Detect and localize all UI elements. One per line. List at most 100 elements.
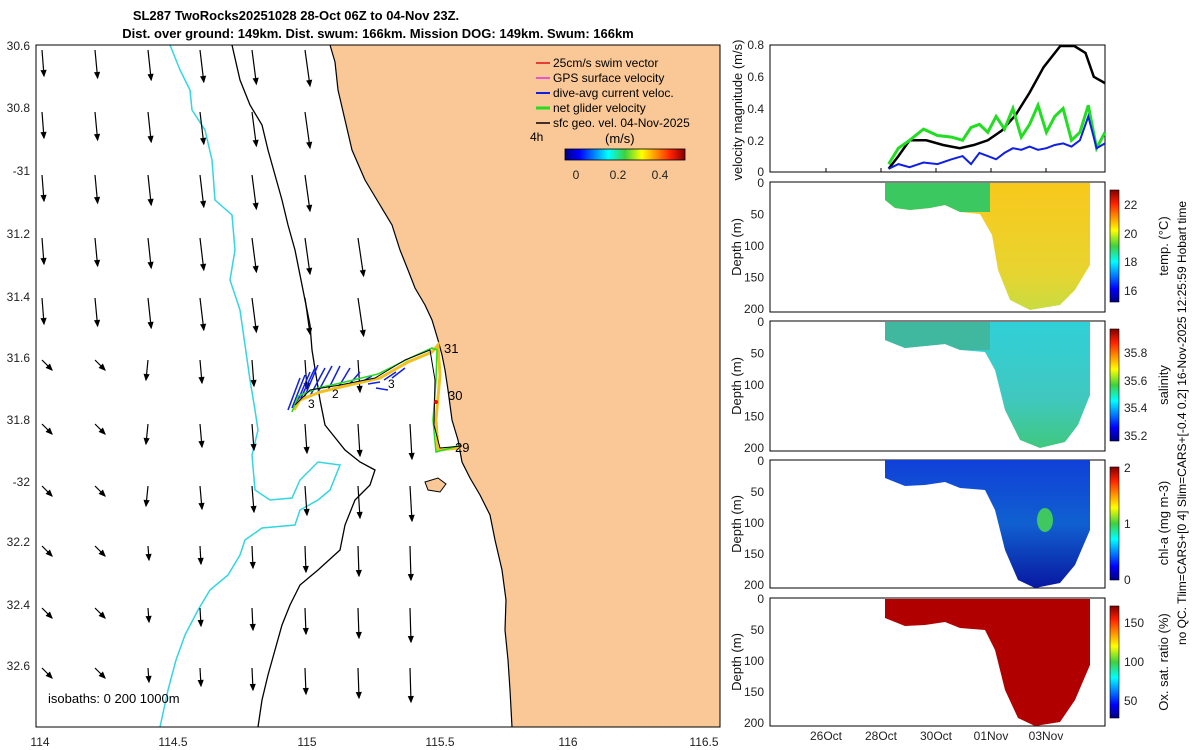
depth-tick: 50 — [751, 623, 765, 637]
current-vector-head — [250, 443, 257, 452]
current-vector-head — [98, 611, 106, 619]
current-vector-head — [356, 449, 363, 458]
current-vector-head — [198, 376, 205, 385]
depth-tick: 100 — [744, 378, 764, 392]
chl-section — [885, 460, 1090, 588]
current-vector-head — [198, 440, 205, 449]
temp-section-shallow — [885, 183, 990, 212]
lat-tick-30-6: 30.6 — [7, 39, 31, 53]
x-tick-26oct: 26Oct — [810, 729, 843, 743]
day-label-c: 3 — [308, 397, 315, 411]
legend-sfc-geo: sfc geo. vel. 04-Nov-2025 — [553, 116, 690, 130]
title-line-2: Dist. over ground: 149km. Dist. swum: 16… — [122, 26, 634, 41]
current-vector-head — [306, 141, 313, 150]
current-vector-head — [408, 514, 415, 523]
day-label-30: 30 — [448, 388, 462, 403]
lat-tick-32-6: 32.6 — [7, 659, 31, 673]
day-label-b: 2 — [332, 387, 339, 401]
x-tick-01nov: 01Nov — [974, 729, 1009, 743]
depth-tick: 150 — [744, 271, 764, 285]
temp-section — [885, 183, 1090, 310]
salinity-section-shallow — [885, 322, 990, 350]
sal-tick-35-2: 35.2 — [1124, 429, 1148, 443]
depth-axes: Depth (m) 0 50 100 150 200 Depth (m) 0 50 100 150 2… — [729, 176, 764, 730]
depth-label: Depth (m) — [729, 357, 744, 415]
current-vector-head — [249, 683, 256, 692]
island — [424, 477, 447, 493]
depth-tick: 0 — [757, 454, 764, 468]
current-vector-head — [197, 619, 204, 628]
salinity-colorbar — [1109, 328, 1120, 442]
colorbar-units: (m/s) — [605, 131, 635, 146]
current-vector-head — [306, 204, 313, 213]
current-vector-head — [147, 135, 154, 144]
day-label-29: 29 — [455, 440, 469, 455]
ox-tick-50: 50 — [1124, 694, 1138, 708]
lat-tick-32: -32 — [13, 475, 31, 489]
current-vector-head — [93, 196, 101, 205]
temp-colorbar — [1109, 189, 1120, 303]
current-vector-head — [355, 631, 362, 640]
current-vector-head — [98, 671, 106, 679]
current-vector-head — [45, 363, 53, 371]
current-vector-head — [252, 139, 259, 148]
map-colorbar — [564, 148, 686, 161]
current-vector-head — [147, 73, 154, 82]
isobath-0m — [329, 45, 513, 727]
current-vector-head — [143, 499, 150, 508]
map-panel: 31 30 29 3 2 3 25cm/s swim vector GPS su… — [7, 39, 721, 749]
current-vector-head — [197, 557, 204, 566]
current-vector-head — [143, 437, 150, 446]
timeseries-panels: 0.8 0.6 0.4 0.2 0 velocity magnitude (m/… — [729, 38, 1189, 743]
colorbar-tick-0: 0 — [573, 168, 580, 182]
current-vector — [357, 237, 365, 277]
sal-tick-35-6: 35.6 — [1124, 374, 1148, 388]
chl-tick-0: 0 — [1124, 573, 1131, 587]
temp-tick-16: 16 — [1124, 284, 1138, 298]
x-tick-03nov: 03Nov — [1029, 729, 1064, 743]
salinity-section — [885, 322, 1090, 448]
current-vector-head — [200, 137, 207, 146]
current-vector-head — [197, 679, 204, 688]
current-vector-head — [306, 79, 313, 88]
depth-tick: 50 — [751, 347, 765, 361]
lat-tick-31-6: 31.6 — [7, 351, 31, 365]
current-vector-head — [303, 446, 310, 455]
current-vector-head — [147, 198, 154, 207]
current-vector-head — [45, 489, 53, 497]
current-vector-head — [306, 327, 313, 336]
current-vector — [304, 111, 311, 149]
current-vector-head — [359, 269, 366, 278]
depth-tick: 50 — [751, 485, 765, 499]
current-vector — [357, 297, 365, 337]
isobaths-label: isobaths: 0 200 1000m — [48, 691, 180, 706]
lat-tick-31-8: 31.8 — [7, 413, 31, 427]
current-vector-head — [40, 131, 47, 140]
vel-tick-0-2: 0.2 — [747, 134, 764, 148]
current-vector-head — [93, 259, 101, 268]
depth-tick: 100 — [744, 654, 764, 668]
depth-tick: 0 — [757, 176, 764, 190]
lon-tick-116-5: 116.5 — [689, 735, 718, 749]
lat-axis: 30.6 30.8 -31 31.2 31.4 31.6 31.8 -32 32… — [7, 39, 31, 673]
current-vector-head — [147, 321, 154, 330]
swim-vector-marker — [434, 400, 438, 404]
vel-tick-0-8: 0.8 — [747, 38, 764, 52]
velocity-panel — [769, 44, 1106, 173]
ox-tick-100: 100 — [1124, 655, 1144, 669]
current-vector-head — [355, 691, 362, 700]
chl-max-patch — [1037, 508, 1053, 532]
sal-tick-35-8: 35.8 — [1124, 346, 1148, 360]
legend-gps-velocity: GPS surface velocity — [553, 71, 664, 85]
sal-tick-35-4: 35.4 — [1124, 401, 1148, 415]
day-label-31: 31 — [444, 341, 458, 356]
temp-label: temp. (°C) — [1156, 216, 1171, 275]
current-vector-head — [147, 261, 154, 270]
current-vector-head — [407, 573, 414, 582]
current-vector-head — [355, 569, 362, 578]
depth-tick: 150 — [744, 547, 764, 561]
current-vector-head — [45, 549, 53, 557]
depth-label: Depth (m) — [729, 633, 744, 691]
depth-tick: 200 — [744, 302, 764, 316]
ox-tick-150: 150 — [1124, 616, 1144, 630]
